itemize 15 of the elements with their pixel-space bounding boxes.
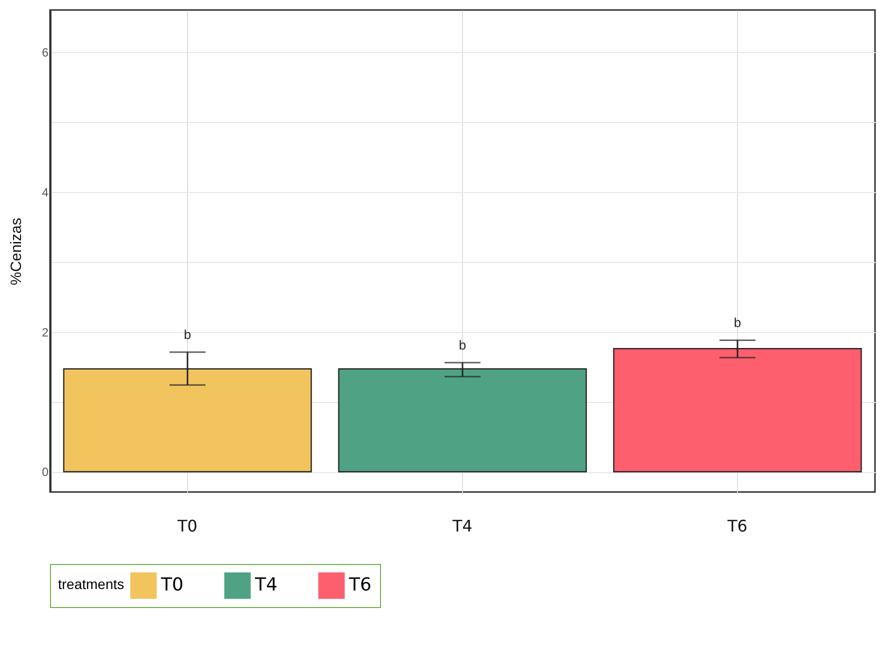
x-tick-label: T4 bbox=[452, 516, 472, 536]
x-tick-label: T0 bbox=[176, 516, 198, 536]
annotation: b bbox=[458, 338, 466, 353]
y-tick-label: 2 bbox=[42, 325, 49, 340]
annotation: b bbox=[184, 327, 192, 342]
y-tick-label: 6 bbox=[42, 45, 49, 60]
legend-title: treatments bbox=[58, 576, 124, 592]
legend-label: T6 bbox=[348, 574, 372, 596]
y-axis-title: %Cenizas bbox=[8, 218, 25, 286]
legend-label: T0 bbox=[160, 574, 184, 596]
legend-label: T4 bbox=[254, 574, 278, 596]
annotation: b bbox=[734, 315, 742, 330]
y-tick-label: 0 bbox=[42, 465, 49, 480]
y-tick-label: 4 bbox=[42, 185, 49, 200]
x-tick-label: T6 bbox=[726, 516, 748, 536]
